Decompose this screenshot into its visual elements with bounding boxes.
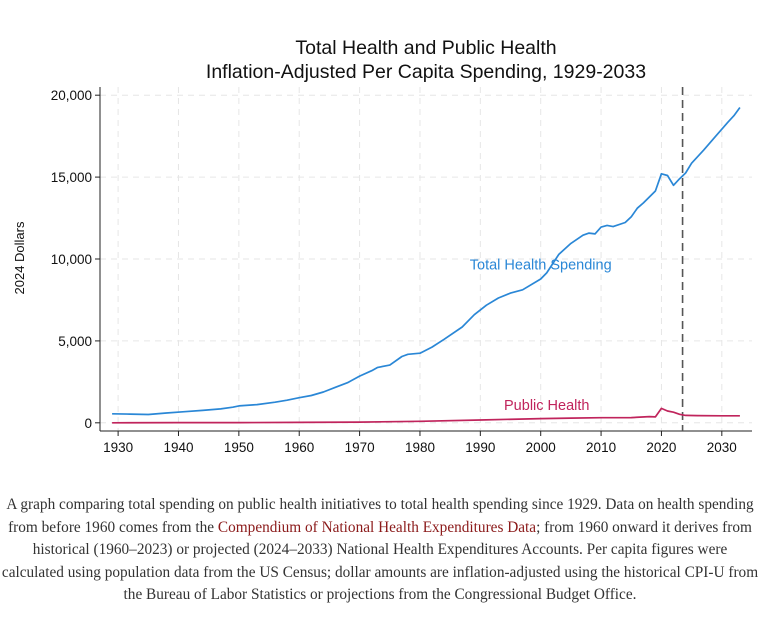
y-tick-label: 20,000 <box>51 88 92 103</box>
total-health-spending-line <box>112 106 741 416</box>
x-tick-label: 1990 <box>465 440 495 455</box>
chart-title-line1: Total Health and Public Health <box>295 37 556 59</box>
public-health-label: Public Health <box>504 398 589 414</box>
y-tick-label: 15,000 <box>51 170 92 185</box>
y-tick-label: 0 <box>84 416 92 431</box>
x-tick-label: 2000 <box>526 440 556 455</box>
series-lines: Total Health Spending Public Health <box>112 87 741 431</box>
y-tick-label: 10,000 <box>51 252 92 267</box>
y-axis-label: 2024 Dollars <box>12 221 27 294</box>
x-tick-label: 1930 <box>103 440 133 455</box>
x-tick-label: 1980 <box>405 440 435 455</box>
x-tick-label: 2010 <box>586 440 616 455</box>
axes: 1930 1940 1950 1960 1970 1980 1990 2000 2010 2020… <box>51 87 752 455</box>
caption-text-end: ; from 1960 onward it derives from histo… <box>1 518 759 604</box>
gridlines <box>100 87 752 431</box>
figure-caption: A graph comparing total spending on publ… <box>0 494 760 607</box>
x-tick-label: 1940 <box>163 440 193 455</box>
x-tick-label: 2020 <box>646 440 676 455</box>
caption-text-start: A graph comparing total spending on publ… <box>6 496 754 536</box>
x-tick-label: 1960 <box>284 440 314 455</box>
x-tick-label: 1970 <box>345 440 375 455</box>
x-tick-label: 2030 <box>707 440 737 455</box>
public-health-line <box>112 407 740 424</box>
chart-title-line2: Inflation-Adjusted Per Capita Spending, … <box>206 61 646 83</box>
compendium-link[interactable]: Compendium of National Health Expenditur… <box>217 518 537 536</box>
x-tick-label: 1950 <box>224 440 254 455</box>
y-tick-label: 5,000 <box>58 334 92 349</box>
health-spending-chart: Total Health and Public Health Inflation… <box>12 37 752 455</box>
total-health-spending-label: Total Health Spending <box>470 258 612 274</box>
